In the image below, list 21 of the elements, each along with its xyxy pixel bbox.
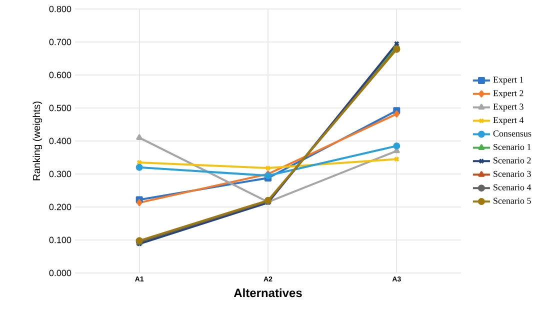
y-tick-label: 0.800: [49, 6, 72, 12]
y-tick-label: 0.500: [49, 104, 72, 112]
y-tick-label: 0.200: [49, 204, 72, 210]
legend-label: Scenario 5: [494, 198, 531, 204]
y-tick-label: 0.600: [49, 72, 72, 78]
legend-label: Expert 3: [493, 104, 524, 112]
y-tick-label: 0.100: [49, 236, 72, 244]
y-tick-label: 0.000: [49, 270, 72, 276]
y-tick-label: 0.300: [49, 170, 72, 178]
y-tick-label: 0.700: [49, 38, 72, 46]
legend-label: Expert 1: [493, 76, 524, 85]
y-tick-label: 0.400: [49, 138, 72, 144]
y-axis-title: Ranking (weights): [32, 102, 42, 180]
legend-label: Expert 2: [493, 90, 524, 98]
x-axis-title: Alternatives: [234, 288, 302, 298]
legend-label: Consensus: [493, 130, 532, 137]
legend-label: Expert 4: [493, 117, 524, 125]
legend-label: Scenario 3: [494, 170, 531, 177]
legend-label: Scenario 1: [494, 144, 531, 150]
legend-label: Scenario 4: [494, 184, 532, 190]
legend-label: Scenario 2: [494, 157, 531, 164]
